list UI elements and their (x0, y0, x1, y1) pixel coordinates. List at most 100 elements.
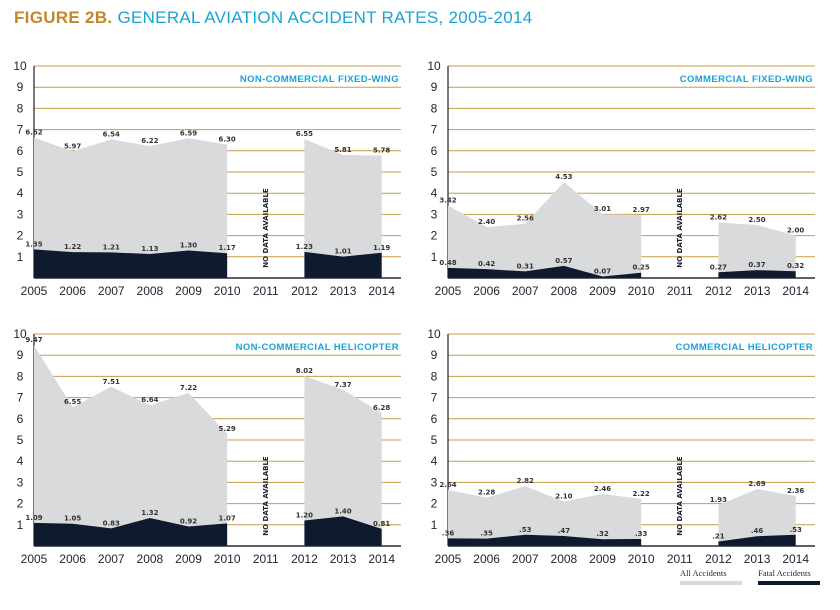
y-tick-label: 7 (17, 123, 24, 137)
area-fatal-accidents (304, 251, 382, 278)
y-tick-label: 4 (17, 454, 24, 468)
x-tick-label: 2012 (291, 552, 318, 566)
no-data-label: NO DATA AVAILABLE (262, 456, 270, 536)
data-label-all: 6.54 (103, 130, 120, 138)
x-tick-label: 2008 (137, 284, 164, 298)
data-label-fatal: 0.48 (439, 259, 456, 267)
data-label-all: 2.22 (633, 490, 650, 498)
data-label-all: 5.97 (64, 142, 81, 150)
y-tick-label: 2 (17, 497, 24, 511)
x-tick-label: 2011 (667, 284, 693, 298)
area-fatal-accidents (718, 270, 796, 278)
y-tick-label: 10 (427, 59, 441, 73)
x-tick-label: 2009 (175, 284, 202, 298)
data-label-fatal: 0.37 (748, 261, 765, 269)
data-label-fatal: 1.05 (64, 515, 81, 523)
x-tick-label: 2005 (21, 284, 48, 298)
x-tick-label: 2010 (214, 552, 241, 566)
y-tick-label: 9 (17, 348, 24, 362)
data-label-all: 9.47 (25, 336, 42, 344)
data-label-fatal: .36 (442, 529, 455, 537)
data-label-all: 2.62 (710, 213, 727, 221)
chart-commercial-fixed-wing: 1 2 3 4 5 6 7 8 9 10 3.42 2.40 2.56 4.53 3.01 2.97 2.62 2… (427, 59, 815, 298)
no-data-label: NO DATA AVAILABLE (676, 456, 684, 536)
data-label-fatal: 0.31 (517, 262, 534, 270)
data-label-all: 5.81 (334, 146, 351, 154)
y-tick-label: 6 (431, 144, 438, 158)
data-label-fatal: 1.23 (296, 243, 313, 251)
x-tick-label: 2013 (330, 552, 357, 566)
y-tick-label: 3 (431, 207, 438, 221)
y-tick-label: 5 (431, 165, 438, 179)
data-label-fatal: 0.42 (478, 260, 495, 268)
data-label-all: 5.78 (373, 146, 390, 154)
x-tick-label: 2009 (175, 552, 202, 566)
y-tick-label: 10 (13, 59, 27, 73)
y-tick-label: 9 (431, 80, 438, 94)
data-label-fatal: .21 (712, 533, 725, 541)
data-label-all: 3.42 (439, 196, 456, 204)
y-tick-label: 1 (431, 518, 438, 532)
no-data-label: NO DATA AVAILABLE (262, 188, 270, 268)
data-label-fatal: 1.13 (141, 245, 158, 253)
y-tick-label: 4 (431, 186, 438, 200)
chart-commercial-helicopter: 1 2 3 4 5 6 7 8 9 10 2.64 2.28 2.82 2.10 2.46 2.22 1.93 2… (427, 327, 815, 566)
data-label-all: 1.93 (710, 496, 727, 504)
data-label-fatal: 1.35 (25, 240, 42, 248)
x-tick-label: 2012 (705, 552, 732, 566)
x-tick-label: 2011 (667, 552, 693, 566)
data-label-fatal: 0.07 (594, 268, 611, 276)
x-tick-label: 2014 (368, 552, 395, 566)
panel-title-non-commercial-helicopter: NON-COMMERCIAL HELICOPTER (236, 342, 399, 353)
x-tick-label: 2014 (782, 284, 809, 298)
data-label-fatal: 1.19 (373, 244, 390, 252)
area-fatal-accidents (718, 534, 796, 546)
data-label-all: 7.51 (103, 378, 120, 386)
x-tick-label: 2008 (551, 284, 578, 298)
x-tick-label: 2012 (291, 284, 318, 298)
y-tick-label: 8 (431, 101, 438, 115)
data-label-all: 2.82 (517, 477, 534, 485)
data-label-all: 6.62 (25, 129, 42, 137)
y-tick-label: 6 (17, 412, 24, 426)
area-fatal-accidents (34, 249, 228, 278)
data-label-fatal: .53 (519, 526, 532, 534)
data-label-all: 8.02 (296, 367, 313, 375)
y-tick-label: 6 (431, 412, 438, 426)
y-tick-label: 7 (17, 391, 24, 405)
data-label-fatal: 0.32 (787, 262, 804, 270)
y-tick-label: 5 (17, 433, 24, 447)
data-label-fatal: 1.21 (103, 243, 120, 251)
data-label-fatal: 0.57 (555, 257, 572, 265)
y-tick-label: 10 (427, 327, 441, 341)
x-tick-label: 2010 (628, 552, 655, 566)
x-tick-label: 2010 (214, 284, 241, 298)
x-tick-label: 2013 (330, 284, 357, 298)
data-label-fatal: .53 (789, 526, 802, 534)
x-tick-label: 2006 (473, 284, 500, 298)
y-tick-label: 4 (17, 186, 24, 200)
y-tick-label: 6 (17, 144, 24, 158)
x-tick-label: 2013 (744, 284, 771, 298)
y-tick-label: 8 (431, 369, 438, 383)
x-tick-label: 2014 (782, 552, 809, 566)
data-label-all: 6.30 (219, 135, 236, 143)
data-label-all: 5.29 (219, 425, 236, 433)
data-label-fatal: 1.07 (219, 514, 236, 522)
chart-non-commercial-helicopter: 1 2 3 4 5 6 7 8 9 109.47 6.55 7.51 6.64 7.22 5.29 8.02 7… (13, 327, 401, 566)
data-label-fatal: 1.01 (334, 248, 351, 256)
data-label-all: 2.28 (478, 489, 495, 497)
area-fatal-accidents (448, 534, 642, 546)
data-label-all: 2.40 (478, 218, 495, 226)
data-label-all: 2.46 (594, 485, 611, 493)
area-fatal-accidents (304, 516, 382, 546)
area-fatal-accidents (448, 265, 642, 278)
legend-fatal: Fatal Accidents (758, 568, 830, 585)
panel-title-non-commercial-fixed-wing: NON-COMMERCIAL FIXED-WING (240, 74, 399, 85)
data-label-all: 7.22 (180, 384, 197, 392)
data-label-all: 2.97 (633, 206, 650, 214)
data-label-fatal: .46 (751, 527, 764, 535)
x-tick-label: 2008 (551, 552, 578, 566)
x-tick-label: 2007 (98, 284, 125, 298)
data-label-fatal: 0.25 (633, 264, 650, 272)
